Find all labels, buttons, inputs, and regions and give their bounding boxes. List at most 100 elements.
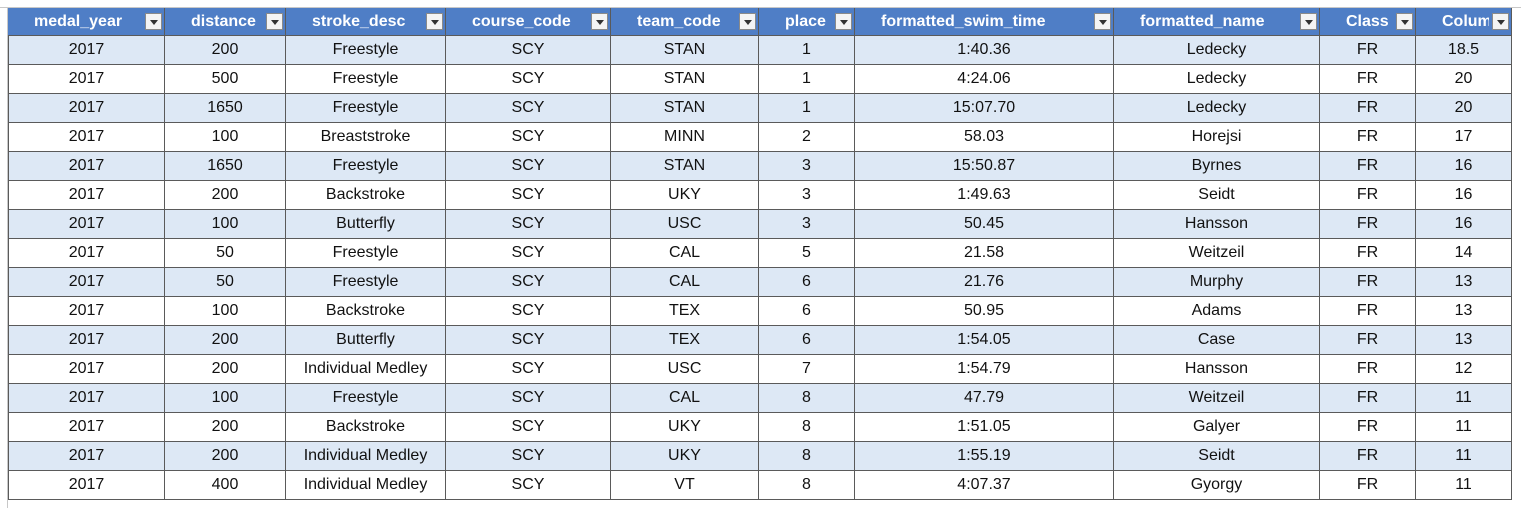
table-cell: Horejsi <box>1114 123 1320 152</box>
table-cell: 200 <box>165 355 286 384</box>
table-cell: 13 <box>1416 326 1512 355</box>
table-cell: 1650 <box>165 94 286 123</box>
table-cell: 1:49.63 <box>855 181 1114 210</box>
table-cell: 200 <box>165 326 286 355</box>
table-cell: Ledecky <box>1114 94 1320 123</box>
table-cell: 2017 <box>8 94 165 123</box>
table-cell: Hansson <box>1114 355 1320 384</box>
table-cell: 100 <box>165 210 286 239</box>
table-cell: 1:54.05 <box>855 326 1114 355</box>
table-cell: Breaststroke <box>286 123 446 152</box>
table-cell: SCY <box>446 36 611 65</box>
table-cell: 2017 <box>8 65 165 94</box>
filter-button[interactable] <box>426 13 443 30</box>
table-cell: Case <box>1114 326 1320 355</box>
table-cell: 50 <box>165 268 286 297</box>
header-cell: distance <box>165 8 286 36</box>
table-cell: 1 <box>759 94 855 123</box>
header-text: course_code <box>472 12 571 30</box>
header-cell: team_code <box>611 8 759 36</box>
filter-button[interactable] <box>266 13 283 30</box>
filter-button[interactable] <box>835 13 852 30</box>
header-text: Class <box>1346 12 1389 30</box>
table-cell: CAL <box>611 268 759 297</box>
table-cell: 2017 <box>8 239 165 268</box>
table-cell: 200 <box>165 413 286 442</box>
table-cell: Freestyle <box>286 65 446 94</box>
table-cell: Butterfly <box>286 210 446 239</box>
table-cell: SCY <box>446 181 611 210</box>
table-cell: Galyer <box>1114 413 1320 442</box>
table-cell: FR <box>1320 36 1416 65</box>
table-cell: 3 <box>759 181 855 210</box>
table-cell: 2017 <box>8 384 165 413</box>
table-cell: CAL <box>611 239 759 268</box>
filter-button[interactable] <box>739 13 756 30</box>
filter-button[interactable] <box>1492 13 1509 30</box>
table-cell: Hansson <box>1114 210 1320 239</box>
table-cell: Butterfly <box>286 326 446 355</box>
table-cell: Seidt <box>1114 442 1320 471</box>
table-cell: Freestyle <box>286 268 446 297</box>
table-cell: SCY <box>446 355 611 384</box>
table-cell: SCY <box>446 326 611 355</box>
table-cell: 18.5 <box>1416 36 1512 65</box>
table-cell: 2017 <box>8 326 165 355</box>
table-cell: 2017 <box>8 355 165 384</box>
table-cell: SCY <box>446 471 611 500</box>
table-cell: USC <box>611 355 759 384</box>
table-cell: 16 <box>1416 152 1512 181</box>
table-cell: 11 <box>1416 442 1512 471</box>
table-cell: Backstroke <box>286 181 446 210</box>
table-cell: 8 <box>759 442 855 471</box>
filter-button[interactable] <box>1300 13 1317 30</box>
table-cell: 100 <box>165 384 286 413</box>
table-cell: Freestyle <box>286 36 446 65</box>
table-cell: STAN <box>611 65 759 94</box>
table-cell: SCY <box>446 65 611 94</box>
table-cell: 2017 <box>8 210 165 239</box>
table-cell: USC <box>611 210 759 239</box>
table-cell: 400 <box>165 471 286 500</box>
table-cell: 21.76 <box>855 268 1114 297</box>
table-cell: 47.79 <box>855 384 1114 413</box>
table-cell: 1:51.05 <box>855 413 1114 442</box>
table-cell: Freestyle <box>286 94 446 123</box>
header-text: place <box>785 12 826 30</box>
table-cell: Individual Medley <box>286 442 446 471</box>
filter-button[interactable] <box>1094 13 1111 30</box>
table-cell: 1:40.36 <box>855 36 1114 65</box>
table-cell: FR <box>1320 268 1416 297</box>
table-cell: SCY <box>446 413 611 442</box>
table-cell: 2017 <box>8 181 165 210</box>
table-cell: 100 <box>165 123 286 152</box>
table-cell: Murphy <box>1114 268 1320 297</box>
table-cell: FR <box>1320 123 1416 152</box>
filter-button[interactable] <box>145 13 162 30</box>
table-cell: SCY <box>446 210 611 239</box>
table-cell: FR <box>1320 413 1416 442</box>
table-cell: FR <box>1320 94 1416 123</box>
table-cell: FR <box>1320 297 1416 326</box>
table-cell: 6 <box>759 326 855 355</box>
table-cell: 13 <box>1416 297 1512 326</box>
table-cell: 3 <box>759 152 855 181</box>
table-cell: 58.03 <box>855 123 1114 152</box>
filter-button[interactable] <box>1396 13 1413 30</box>
table-cell: STAN <box>611 152 759 181</box>
table-cell: 21.58 <box>855 239 1114 268</box>
table-cell: MINN <box>611 123 759 152</box>
table-cell: 20 <box>1416 94 1512 123</box>
table-cell: 2017 <box>8 471 165 500</box>
filter-button[interactable] <box>591 13 608 30</box>
table-cell: FR <box>1320 471 1416 500</box>
table-cell: FR <box>1320 152 1416 181</box>
table-cell: 8 <box>759 471 855 500</box>
table-cell: 50.45 <box>855 210 1114 239</box>
header-cell: formatted_swim_time <box>855 8 1114 36</box>
table-cell: Freestyle <box>286 384 446 413</box>
table-cell: FR <box>1320 384 1416 413</box>
table-cell: STAN <box>611 94 759 123</box>
